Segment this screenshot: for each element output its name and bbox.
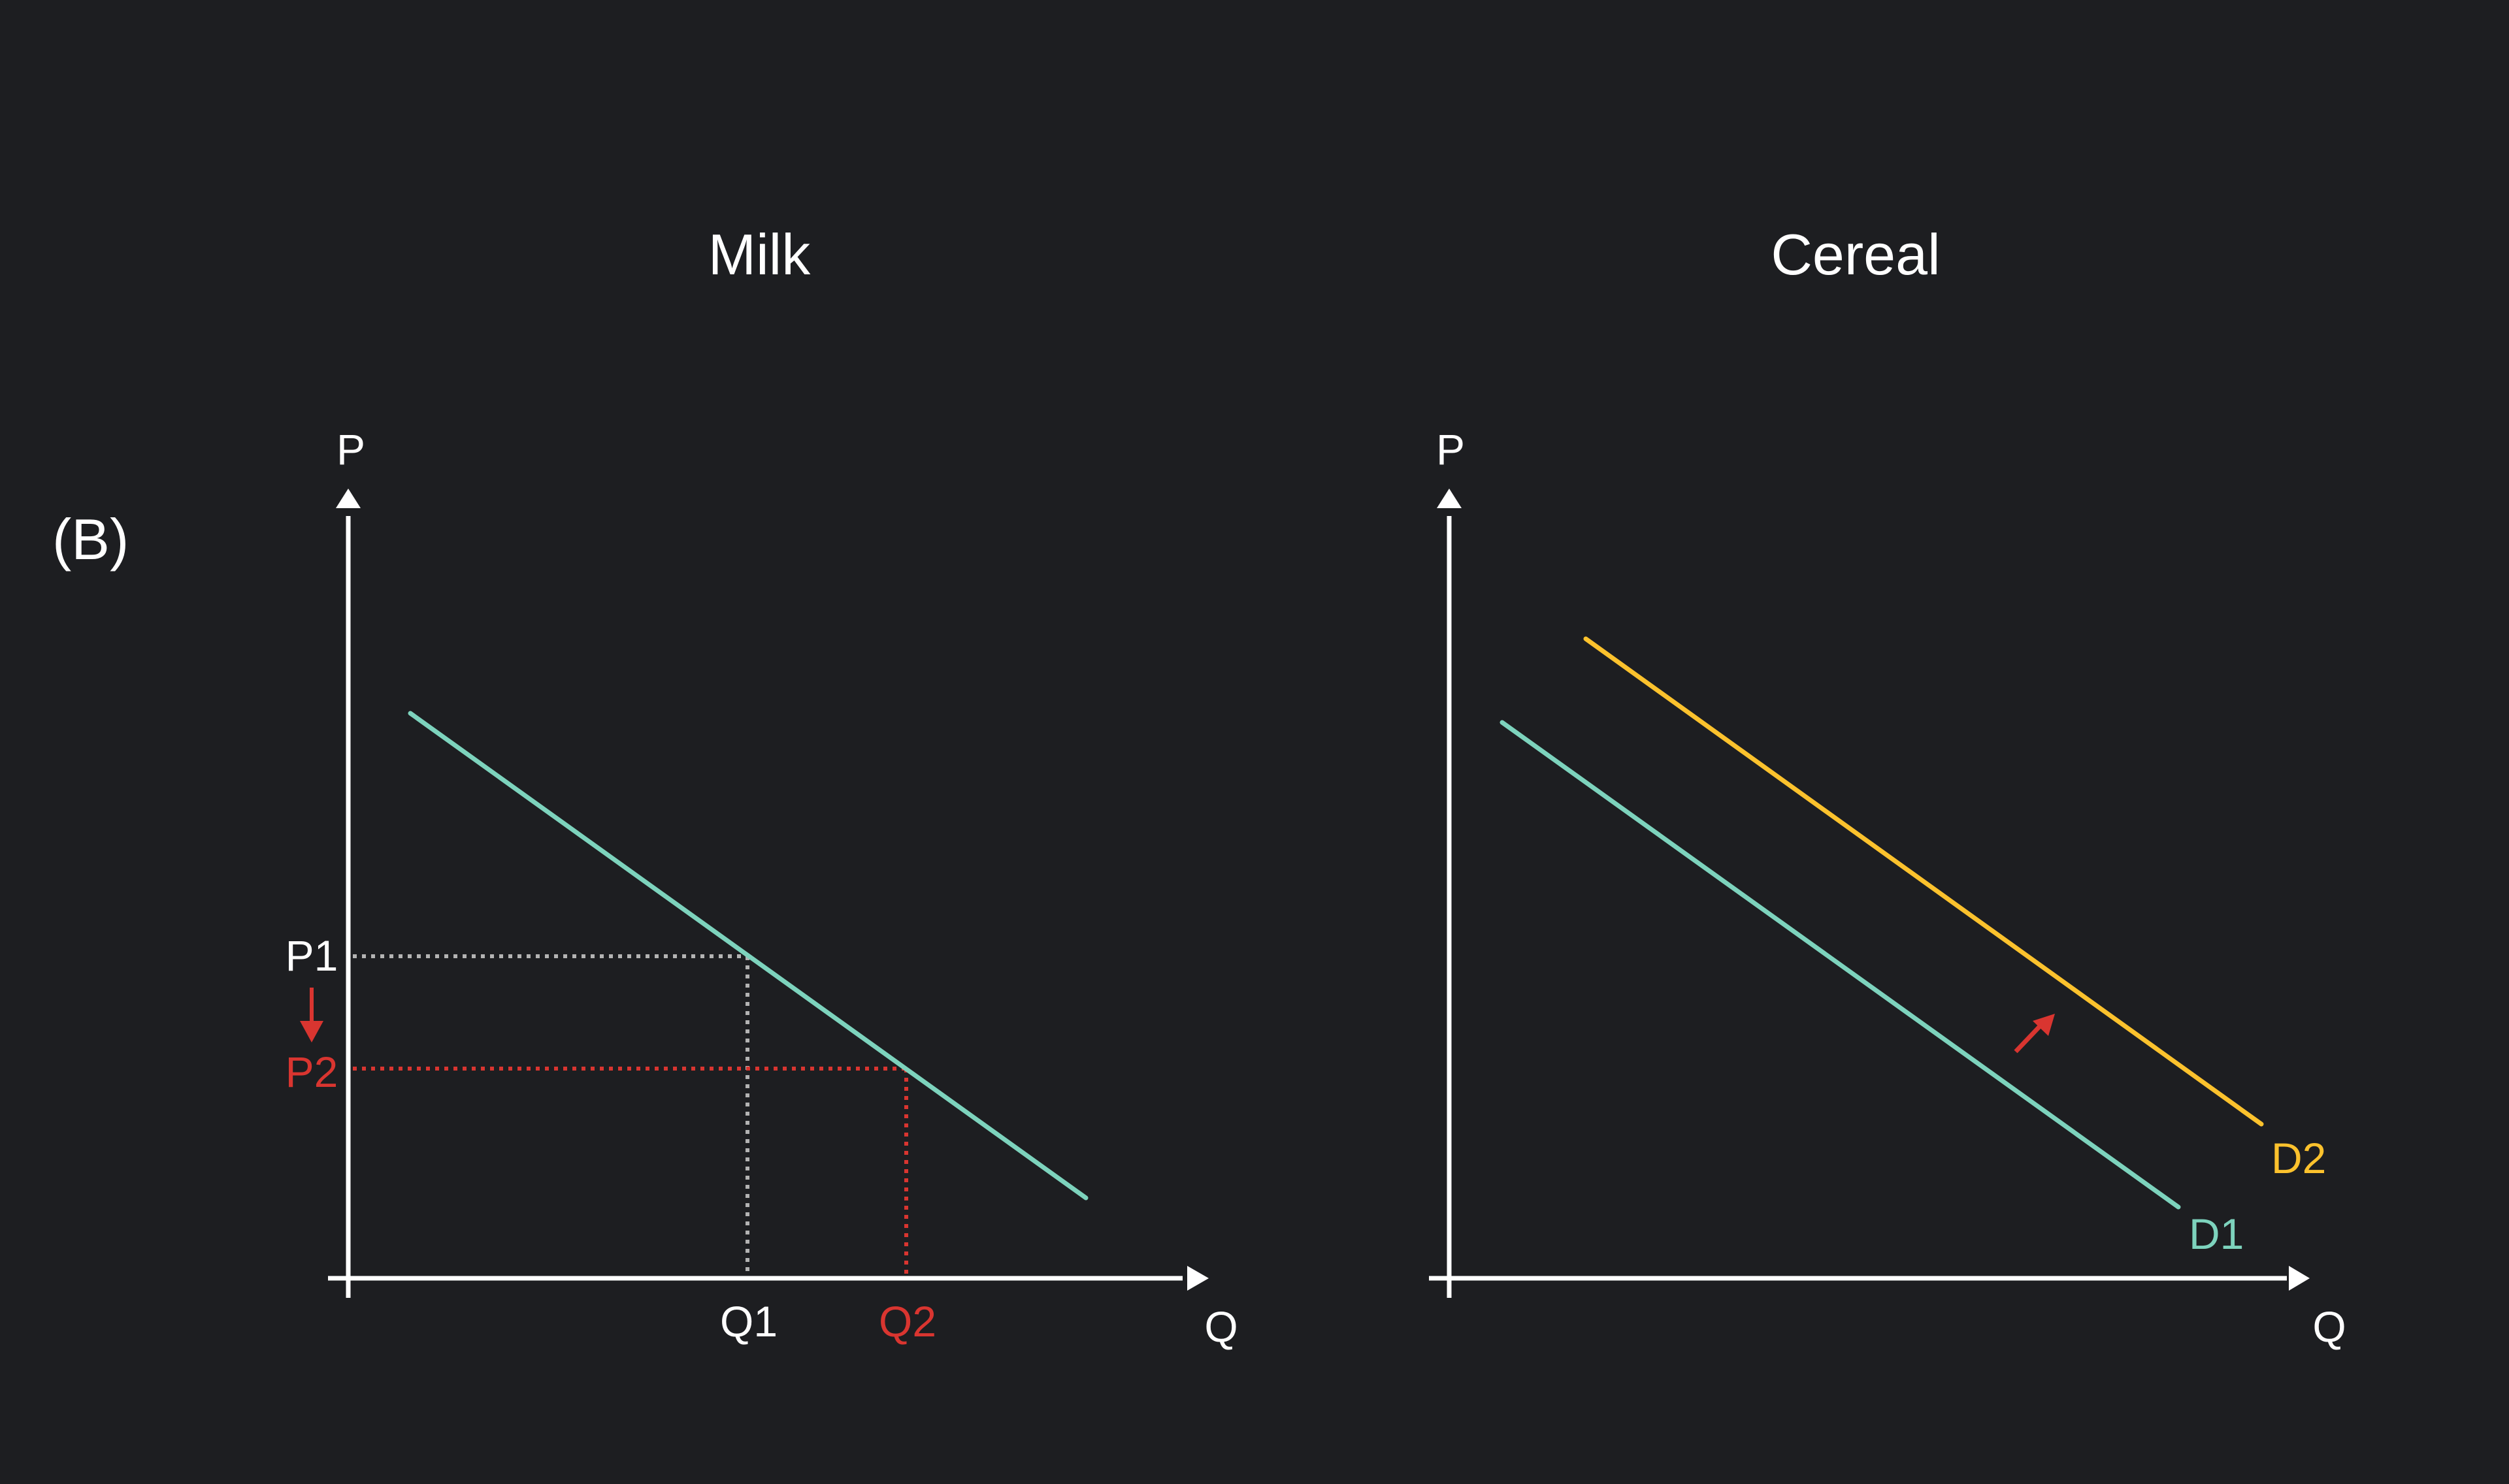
milk-p1-label: P1 [285,931,338,980]
cereal-chart-title: Cereal [1771,222,1941,287]
cereal-x-axis [1429,1266,2310,1291]
milk-chart [300,489,1209,1298]
cereal-x-axis-arrow-icon [2289,1266,2310,1291]
cereal-chart [1429,489,2310,1298]
panel-label: (B) [52,507,129,572]
milk-y-axis-arrow-icon [336,489,361,508]
milk-x-axis-label: Q [1204,1302,1238,1351]
cereal-y-axis-arrow-icon [1437,489,1462,508]
demand-shift-arrow-icon [2014,1014,2055,1054]
milk-p2-label: P2 [285,1048,338,1096]
milk-demand-curve [408,711,1089,1201]
cereal-x-axis-label: Q [2312,1302,2346,1351]
cereal-y-axis-label: P [1435,425,1466,474]
milk-chart-title: Milk [708,222,811,287]
milk-x-axis-arrow-icon [1187,1266,1209,1291]
milk-q2-label: Q2 [878,1297,937,1346]
cereal-demand-d1-curve [1500,720,2181,1210]
cereal-demand-d2-curve [1583,636,2264,1127]
milk-y-axis-label: P [336,425,366,474]
milk-x-axis [328,1266,1209,1291]
milk-q1-label: Q1 [719,1297,778,1346]
cereal-d2-label: D2 [2271,1134,2327,1182]
milk-y-axis [336,489,361,1298]
price-decrease-arrow-icon [300,988,323,1042]
cereal-y-axis [1437,489,1462,1298]
cereal-d1-label: D1 [2189,1210,2244,1258]
